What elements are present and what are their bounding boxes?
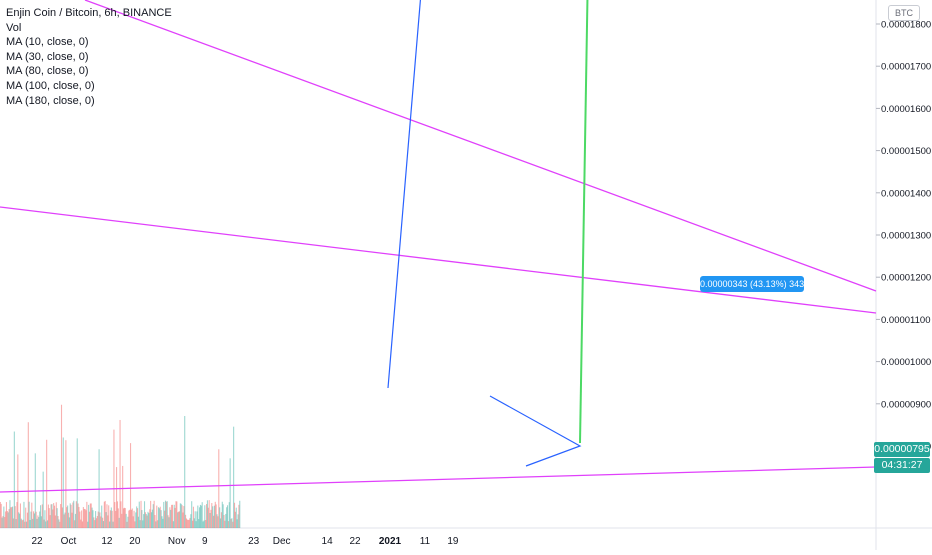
price-tick-label: 0.00001300	[881, 231, 931, 242]
price-tick-label: 0.00001000	[881, 357, 931, 368]
time-tick-label: 9	[202, 536, 208, 547]
time-tick-label: 12	[101, 536, 113, 547]
time-tick-label: 19	[447, 536, 459, 547]
time-tick-label: Oct	[61, 536, 77, 547]
price-tick-label: 0.00001800	[881, 20, 931, 31]
time-tick-label: Nov	[168, 536, 186, 547]
time-tick-label: 11	[420, 536, 431, 547]
volume-bar	[46, 440, 47, 528]
price-tick-label: 0.00001100	[881, 315, 931, 326]
volume-bar	[239, 501, 240, 528]
price-axis: 0.000008000.000009000.000010000.00001100…	[876, 20, 931, 453]
time-tick-label: 23	[248, 536, 260, 547]
time-tick-label: 22	[349, 536, 361, 547]
legend-ma100: MA (100, close, 0)	[6, 79, 172, 94]
time-tick-label: 20	[129, 536, 141, 547]
time-axis: 22 Oct 12 20 Nov 9 23 Dec 14 22 2021 11 19	[31, 536, 458, 547]
current-price-badge: 0.00000795	[874, 442, 930, 457]
price-tick-label: 0.00000900	[881, 399, 931, 410]
price-tick-label: 0.00001600	[881, 104, 931, 115]
legend-ma10: MA (10, close, 0)	[6, 35, 172, 50]
legend-ma180: MA (180, close, 0)	[6, 94, 172, 109]
legend-vol: Vol	[6, 21, 172, 36]
price-tick-label: 0.00001200	[881, 273, 931, 284]
time-tick-label: 14	[322, 536, 334, 547]
time-tick-label: 2021	[379, 536, 402, 547]
volume-bar	[184, 416, 185, 528]
legend-ma30: MA (30, close, 0)	[6, 50, 172, 65]
chart-legend: Enjin Coin / Bitcoin, 6h, BINANCE Vol MA…	[6, 6, 172, 108]
legend-title: Enjin Coin / Bitcoin, 6h, BINANCE	[6, 6, 172, 21]
time-tick-label: Dec	[273, 536, 291, 547]
volume-bar	[43, 472, 44, 528]
volume-bar	[230, 458, 231, 528]
currency-tag[interactable]: BTC	[888, 5, 920, 21]
bar-countdown-badge: 04:31:27	[874, 458, 930, 473]
time-tick-label: 22	[31, 536, 43, 547]
price-tick-label: 0.00001400	[881, 188, 931, 199]
price-tick-label: 0.00001500	[881, 146, 931, 157]
legend-ma80: MA (80, close, 0)	[6, 64, 172, 79]
measure-label: 0.00000343 (43.13%) 343	[700, 276, 804, 292]
price-tick-label: 0.00001700	[881, 62, 931, 73]
